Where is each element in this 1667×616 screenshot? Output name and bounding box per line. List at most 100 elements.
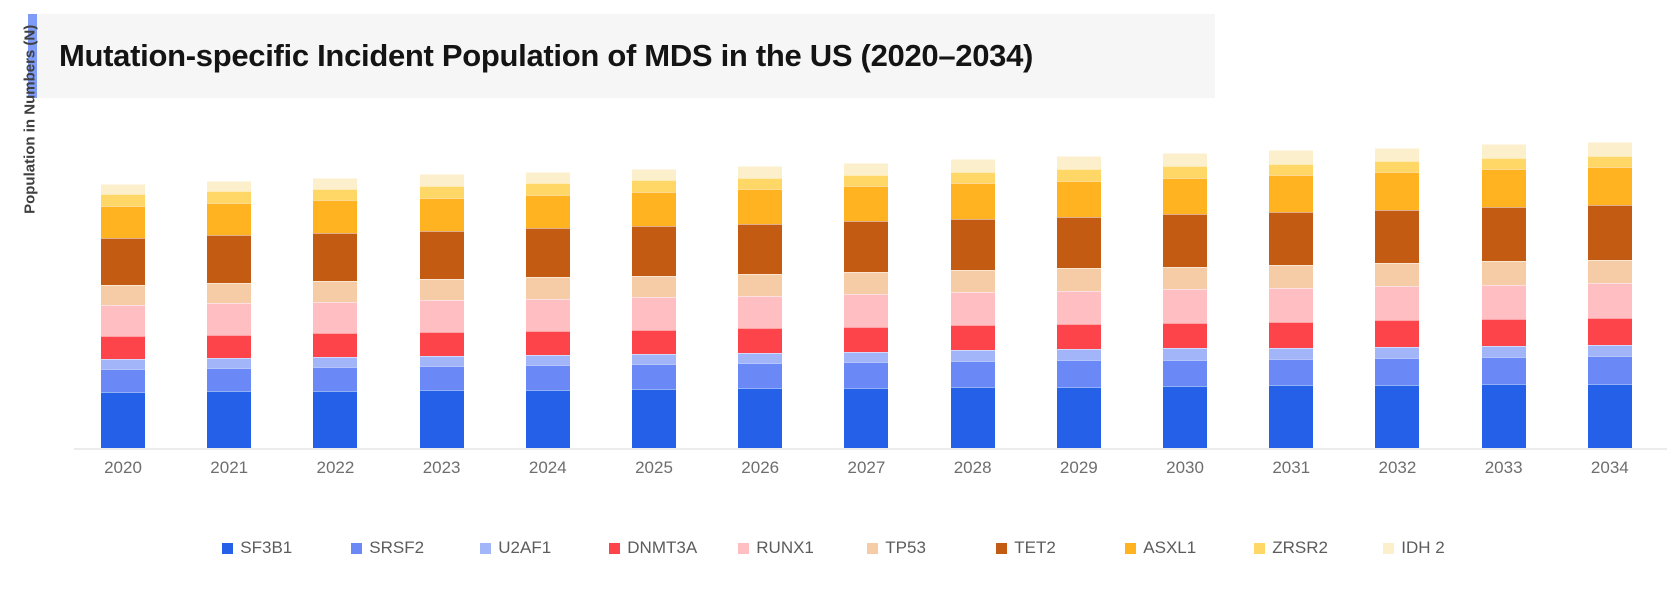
- bar-segment-u2af1-2026[interactable]: [738, 352, 783, 364]
- bar-segment-idh2-2027[interactable]: [844, 162, 889, 175]
- bar-2033[interactable]: [1481, 144, 1526, 448]
- legend-item-srsf2[interactable]: SRSF2: [351, 538, 480, 558]
- bar-segment-zrsr2-2033[interactable]: [1481, 158, 1526, 170]
- bar-segment-asxl1-2024[interactable]: [525, 194, 570, 229]
- bar-segment-idh2-2024[interactable]: [525, 171, 570, 184]
- bar-segment-tet2-2033[interactable]: [1481, 207, 1526, 262]
- bar-segment-tp53-2023[interactable]: [419, 279, 464, 301]
- bar-segment-u2af1-2032[interactable]: [1375, 346, 1420, 358]
- bar-2024[interactable]: [525, 171, 570, 448]
- bar-segment-dnmt3a-2027[interactable]: [844, 326, 889, 352]
- bar-segment-tp53-2030[interactable]: [1163, 266, 1208, 290]
- bar-segment-u2af1-2031[interactable]: [1269, 347, 1314, 359]
- bar-segment-sf3b1-2032[interactable]: [1375, 384, 1420, 448]
- bar-segment-srsf2-2025[interactable]: [632, 364, 677, 389]
- bar-2032[interactable]: [1375, 147, 1420, 448]
- bar-segment-sf3b1-2024[interactable]: [525, 389, 570, 448]
- bar-segment-u2af1-2020[interactable]: [101, 358, 145, 369]
- bar-segment-srsf2-2028[interactable]: [950, 361, 995, 388]
- legend-item-tp53[interactable]: TP53: [867, 538, 996, 558]
- bar-segment-tp53-2028[interactable]: [950, 270, 995, 293]
- bar-segment-idh2-2033[interactable]: [1481, 144, 1526, 159]
- bar-segment-runx1-2022[interactable]: [313, 301, 358, 334]
- bar-segment-runx1-2025[interactable]: [632, 297, 677, 330]
- bar-segment-sf3b1-2031[interactable]: [1269, 385, 1314, 448]
- bar-segment-tet2-2026[interactable]: [738, 223, 783, 274]
- bar-2029[interactable]: [1056, 156, 1101, 448]
- legend-item-u2af1[interactable]: U2AF1: [480, 538, 609, 558]
- bar-segment-tet2-2031[interactable]: [1269, 211, 1314, 265]
- legend-item-sf3b1[interactable]: SF3B1: [222, 538, 351, 558]
- bar-segment-dnmt3a-2028[interactable]: [950, 325, 995, 351]
- bar-segment-asxl1-2034[interactable]: [1587, 166, 1632, 205]
- bar-segment-sf3b1-2028[interactable]: [950, 387, 995, 448]
- bar-segment-runx1-2030[interactable]: [1163, 289, 1208, 323]
- bar-segment-runx1-2027[interactable]: [844, 294, 889, 327]
- bar-segment-tet2-2025[interactable]: [632, 225, 677, 276]
- bar-segment-tet2-2029[interactable]: [1056, 216, 1101, 269]
- legend-item-runx1[interactable]: RUNX1: [738, 538, 867, 558]
- bar-segment-u2af1-2029[interactable]: [1056, 349, 1101, 361]
- bar-segment-asxl1-2021[interactable]: [207, 203, 252, 236]
- bar-segment-u2af1-2030[interactable]: [1163, 348, 1208, 360]
- bar-segment-u2af1-2028[interactable]: [950, 350, 995, 362]
- bar-segment-srsf2-2021[interactable]: [207, 367, 252, 392]
- bar-segment-tp53-2032[interactable]: [1375, 263, 1420, 287]
- bar-2031[interactable]: [1269, 150, 1314, 448]
- bar-segment-runx1-2032[interactable]: [1375, 286, 1420, 321]
- bar-segment-u2af1-2027[interactable]: [844, 351, 889, 363]
- bar-segment-sf3b1-2026[interactable]: [738, 388, 783, 448]
- bar-segment-idh2-2030[interactable]: [1163, 153, 1208, 167]
- bar-2022[interactable]: [313, 177, 358, 448]
- bar-segment-runx1-2028[interactable]: [950, 292, 995, 326]
- bar-segment-u2af1-2025[interactable]: [632, 353, 677, 365]
- bar-segment-idh2-2022[interactable]: [313, 177, 358, 189]
- bar-segment-idh2-2029[interactable]: [1056, 156, 1101, 170]
- bar-segment-asxl1-2033[interactable]: [1481, 169, 1526, 208]
- bar-2027[interactable]: [844, 162, 889, 448]
- bar-2028[interactable]: [950, 159, 995, 448]
- bar-segment-idh2-2020[interactable]: [101, 183, 145, 194]
- bar-segment-dnmt3a-2034[interactable]: [1587, 317, 1632, 345]
- bar-segment-runx1-2023[interactable]: [419, 300, 464, 333]
- bar-segment-zrsr2-2025[interactable]: [632, 180, 677, 192]
- bar-segment-srsf2-2029[interactable]: [1056, 360, 1101, 387]
- bar-segment-sf3b1-2020[interactable]: [101, 392, 145, 448]
- legend-item-idh2[interactable]: IDH 2: [1383, 538, 1445, 558]
- bar-segment-u2af1-2023[interactable]: [419, 355, 464, 366]
- bar-segment-dnmt3a-2020[interactable]: [101, 336, 145, 359]
- legend-item-zrsr2[interactable]: ZRSR2: [1254, 538, 1383, 558]
- bar-segment-srsf2-2020[interactable]: [101, 368, 145, 392]
- bar-segment-sf3b1-2033[interactable]: [1481, 384, 1526, 448]
- bar-segment-asxl1-2026[interactable]: [738, 189, 783, 224]
- bar-2025[interactable]: [632, 168, 677, 448]
- bar-segment-dnmt3a-2033[interactable]: [1481, 318, 1526, 346]
- bar-segment-tp53-2027[interactable]: [844, 272, 889, 295]
- bar-segment-u2af1-2024[interactable]: [525, 354, 570, 366]
- bar-segment-runx1-2033[interactable]: [1481, 284, 1526, 319]
- bar-segment-tp53-2033[interactable]: [1481, 261, 1526, 285]
- bar-segment-runx1-2020[interactable]: [101, 305, 145, 336]
- bar-segment-tet2-2028[interactable]: [950, 218, 995, 271]
- bar-segment-zrsr2-2021[interactable]: [207, 191, 252, 204]
- legend-item-asxl1[interactable]: ASXL1: [1125, 538, 1254, 558]
- bar-segment-tp53-2021[interactable]: [207, 282, 252, 304]
- bar-segment-srsf2-2023[interactable]: [419, 365, 464, 391]
- bar-segment-sf3b1-2025[interactable]: [632, 389, 677, 448]
- bar-segment-tp53-2034[interactable]: [1587, 259, 1632, 283]
- bar-segment-srsf2-2027[interactable]: [844, 362, 889, 388]
- bar-segment-runx1-2021[interactable]: [207, 303, 252, 335]
- bar-segment-srsf2-2032[interactable]: [1375, 357, 1420, 385]
- bar-segment-u2af1-2021[interactable]: [207, 357, 252, 368]
- bar-segment-sf3b1-2021[interactable]: [207, 391, 252, 448]
- bar-segment-dnmt3a-2024[interactable]: [525, 330, 570, 355]
- bar-segment-dnmt3a-2029[interactable]: [1056, 324, 1101, 350]
- bar-2023[interactable]: [419, 174, 464, 448]
- bar-2030[interactable]: [1163, 153, 1208, 448]
- bar-segment-runx1-2029[interactable]: [1056, 290, 1101, 325]
- legend-item-tet2[interactable]: TET2: [996, 538, 1125, 558]
- bar-segment-idh2-2031[interactable]: [1269, 150, 1314, 164]
- bar-segment-asxl1-2031[interactable]: [1269, 174, 1314, 212]
- bar-segment-tet2-2022[interactable]: [313, 232, 358, 282]
- bar-segment-zrsr2-2029[interactable]: [1056, 169, 1101, 181]
